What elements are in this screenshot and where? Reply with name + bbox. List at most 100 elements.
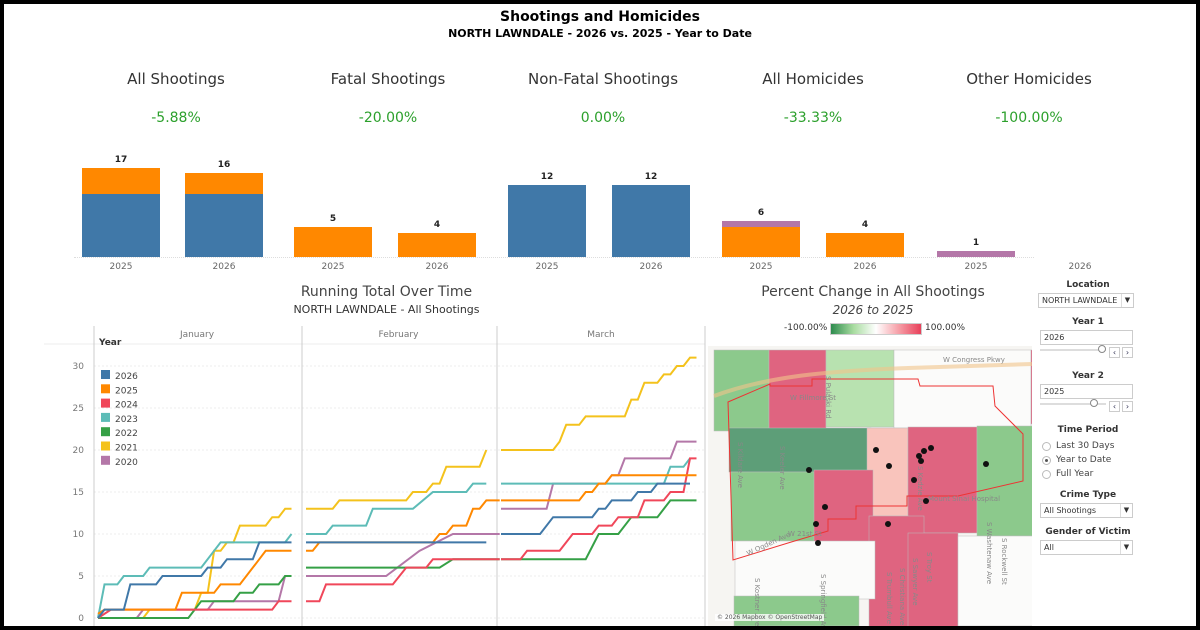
incident-marker[interactable] xyxy=(916,453,922,459)
kpi-title: Other Homicides xyxy=(966,70,1092,88)
bar-value-label: 17 xyxy=(114,154,128,165)
radio-last-30-days[interactable]: Last 30 Days xyxy=(1042,439,1114,453)
incident-marker[interactable] xyxy=(886,463,892,469)
series-line-2023[interactable] xyxy=(501,457,691,485)
series-line-2025[interactable] xyxy=(306,499,500,552)
series-line-2020[interactable] xyxy=(135,575,292,619)
year1-next-button[interactable]: › xyxy=(1122,347,1133,358)
incident-marker[interactable] xyxy=(873,447,879,453)
incident-marker[interactable] xyxy=(921,448,927,454)
bar-year-label: 2025 xyxy=(109,262,133,272)
incident-marker[interactable] xyxy=(923,498,929,504)
radio-circle-icon[interactable] xyxy=(1042,455,1051,465)
series-line-2020[interactable] xyxy=(306,533,500,577)
bar-value-label: 4 xyxy=(433,220,441,230)
bar-year-label: 2026 xyxy=(212,262,236,272)
bar-segment-2025[interactable] xyxy=(82,167,160,195)
series-line-2025[interactable] xyxy=(97,549,292,615)
legend-label: 2023 xyxy=(115,415,138,425)
year1-prev-button[interactable]: ‹ xyxy=(1109,347,1120,358)
radio-circle-icon[interactable] xyxy=(1042,469,1051,479)
kpi-title: Fatal Shootings xyxy=(330,70,446,88)
census-tract[interactable] xyxy=(866,427,909,517)
census-tract[interactable] xyxy=(733,595,860,626)
series-line-2024[interactable] xyxy=(306,558,500,603)
panel-header: January xyxy=(179,330,215,340)
legend-label: 2020 xyxy=(115,458,138,468)
incident-marker[interactable] xyxy=(885,521,891,527)
series-line-2026[interactable] xyxy=(97,541,292,619)
series-line-2023[interactable] xyxy=(306,482,487,535)
bar-segment-2025[interactable] xyxy=(185,173,263,195)
incident-marker[interactable] xyxy=(806,467,812,473)
series-line-2024[interactable] xyxy=(501,457,697,561)
census-tract[interactable] xyxy=(730,471,818,542)
legend-swatch xyxy=(101,455,110,465)
radio-year-to-date[interactable]: Year to Date xyxy=(1042,453,1114,467)
incident-marker[interactable] xyxy=(815,540,821,546)
legend-swatch xyxy=(101,398,110,408)
series-line-2025[interactable] xyxy=(501,474,697,502)
bar-year-label: 2025 xyxy=(749,262,773,272)
series-line-2021[interactable] xyxy=(306,449,488,510)
year1-slider[interactable] xyxy=(1040,345,1106,353)
census-tract[interactable] xyxy=(957,535,1032,626)
year2-next-button[interactable]: › xyxy=(1122,401,1133,412)
incident-marker[interactable] xyxy=(911,477,917,483)
bar-segment-2026[interactable] xyxy=(612,185,690,257)
gender-select[interactable]: All ▼ xyxy=(1040,540,1133,555)
bar-segment-2025[interactable] xyxy=(722,227,800,257)
time-period-radio-group: Last 30 Days Year to Date Full Year xyxy=(1042,439,1114,481)
census-tract[interactable] xyxy=(1030,349,1032,425)
year2-input[interactable]: 2025 xyxy=(1040,384,1133,399)
series-line-2022[interactable] xyxy=(501,499,697,561)
bar-segment-2025[interactable] xyxy=(294,227,372,257)
radio-circle-icon[interactable] xyxy=(1042,441,1051,451)
bar-segment-2026[interactable] xyxy=(185,194,263,257)
census-tract[interactable] xyxy=(734,540,876,600)
year2-prev-button[interactable]: ‹ xyxy=(1109,401,1120,412)
kpi-change: 0.00% xyxy=(580,110,626,126)
bar-value-label: 4 xyxy=(861,220,869,230)
radio-full-year[interactable]: Full Year xyxy=(1042,467,1114,481)
series-line-2026[interactable] xyxy=(501,482,690,535)
bar-value-label: 1 xyxy=(972,238,980,248)
series-line-2023[interactable] xyxy=(97,533,293,619)
bar-segment-2025[interactable] xyxy=(398,233,476,257)
year1-input[interactable]: 2026 xyxy=(1040,330,1133,345)
year2-slider[interactable] xyxy=(1040,399,1106,407)
bar-segment-2020[interactable] xyxy=(937,251,1015,257)
chevron-down-icon: ▼ xyxy=(1120,504,1132,517)
bar-value-label: 16 xyxy=(217,160,231,171)
census-tract[interactable] xyxy=(976,425,1032,537)
census-tract[interactable] xyxy=(768,349,827,430)
incident-marker[interactable] xyxy=(822,504,828,510)
location-select[interactable]: NORTH LAWNDALE ▼ xyxy=(1038,293,1134,308)
incident-marker[interactable] xyxy=(813,521,819,527)
map-subtitle: 2026 to 2025 xyxy=(832,303,914,317)
legend-label: 2026 xyxy=(115,372,138,382)
y-tick-label: 20 xyxy=(73,446,85,456)
bar-value-label: 12 xyxy=(644,172,658,182)
incident-marker[interactable] xyxy=(928,445,934,451)
slider-thumb[interactable] xyxy=(1098,345,1106,353)
bar-segment-2026[interactable] xyxy=(508,185,586,257)
slider-thumb[interactable] xyxy=(1089,399,1098,407)
bar-segment-2020[interactable] xyxy=(722,221,800,227)
street-label: W Congress Pkwy xyxy=(943,356,1005,364)
map[interactable]: W Congress Pkwy W Fillmore StS Pulaski Rd… xyxy=(708,346,1032,626)
incident-marker[interactable] xyxy=(918,458,924,464)
radio-label: Last 30 Days xyxy=(1056,441,1115,451)
census-tract[interactable] xyxy=(713,349,770,432)
bar-segment-2026[interactable] xyxy=(82,194,160,257)
census-tract[interactable] xyxy=(825,349,895,428)
census-tract[interactable] xyxy=(907,532,959,626)
radio-label: Year to Date xyxy=(1056,455,1112,465)
map-attribution: © 2026 Mapbox © OpenStreetMap xyxy=(715,614,825,621)
bar-segment-2025[interactable] xyxy=(826,233,904,257)
census-tract[interactable] xyxy=(728,427,872,473)
series-line-2024[interactable] xyxy=(97,600,292,619)
series-line-2021[interactable] xyxy=(501,356,697,451)
incident-marker[interactable] xyxy=(983,461,989,467)
crime-type-select[interactable]: All Shootings ▼ xyxy=(1040,503,1133,518)
